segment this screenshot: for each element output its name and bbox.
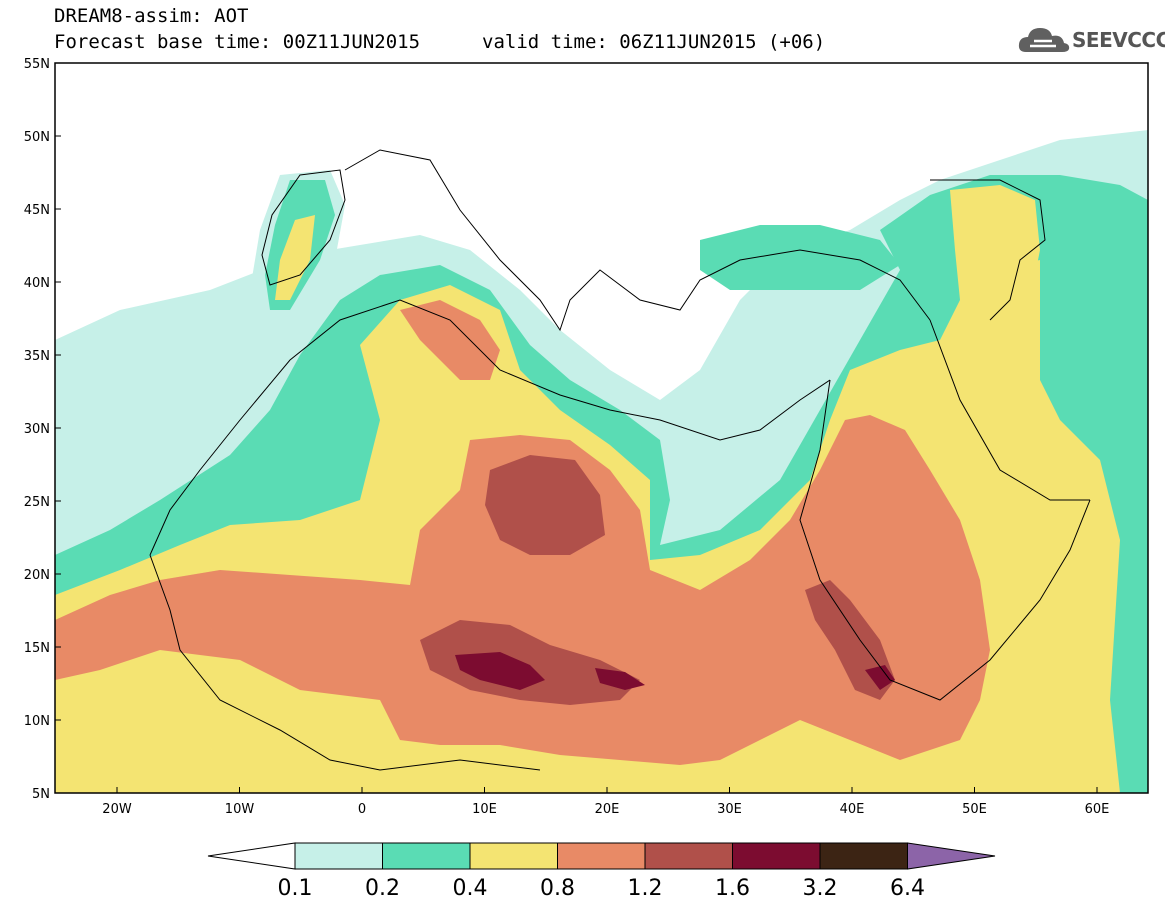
colorbar-box-0-8: [557, 842, 646, 870]
colorbar-label-0-4: 0.4: [453, 876, 488, 901]
colorbar-high-arrow: [907, 842, 996, 870]
logo-text: SEEVCCC: [1072, 28, 1165, 52]
colorbar-box-0-1: [294, 842, 383, 870]
lat-label-5n: 5N: [32, 787, 50, 802]
lat-label-40n: 40N: [24, 276, 50, 291]
lat-label-10n: 10N: [24, 714, 50, 729]
lat-label-25n: 25N: [24, 495, 50, 510]
colorbar-box-1-2: [644, 842, 733, 870]
seevccc-logo: SEEVCCC: [1016, 22, 1165, 58]
aot-level-1-6-chad: [455, 652, 545, 690]
lon-label-10e: 10E: [472, 802, 497, 817]
colorbar-label-1-6: 1.6: [715, 876, 750, 901]
cloud-icon: [1018, 28, 1070, 52]
lon-label-60e: 60E: [1085, 802, 1110, 817]
colorbar-box-1-6: [732, 842, 821, 870]
lon-label-30e: 30E: [717, 802, 742, 817]
lon-label-0: 0: [358, 802, 366, 817]
lon-label-40e: 40E: [840, 802, 865, 817]
lat-label-15n: 15N: [24, 641, 50, 656]
aot-level-0-8: [55, 415, 990, 765]
lon-label-10w: 10W: [225, 802, 255, 817]
aot-level-1-2-libya: [485, 455, 605, 555]
colorbar-label-0-1: 0.1: [278, 876, 313, 901]
lon-label-50e: 50E: [962, 802, 987, 817]
coastlines: [149, 149, 1091, 771]
colorbar-box-0-2: [382, 842, 471, 870]
lat-label-55n: 55N: [24, 57, 50, 72]
colorbar-box-0-4: [469, 842, 558, 870]
aot-level-0-4-iberia: [275, 215, 315, 300]
latitude-labels: 55N 50N 45N 40N 35N 30N 25N 20N 15N 10N 5N: [24, 57, 61, 802]
colorbar-label-0-2: 0.2: [365, 876, 400, 901]
colorbar-box-3-2: [819, 842, 908, 870]
map-title: DREAM8-assim: AOT: [54, 5, 249, 27]
lat-label-45n: 45N: [24, 203, 50, 218]
colorbar-low-arrow: [207, 842, 296, 870]
lat-label-50n: 50N: [24, 130, 50, 145]
colorbar-label-3-2: 3.2: [803, 876, 838, 901]
lat-label-30n: 30N: [24, 422, 50, 437]
valid-time: valid time: 06Z11JUN2015 (+06): [482, 31, 826, 53]
colorbar-label-1-2: 1.2: [628, 876, 663, 901]
lat-label-20n: 20N: [24, 568, 50, 583]
aot-level-1-6-yemen: [865, 665, 895, 690]
colorbar-label-6-4: 6.4: [890, 876, 925, 901]
aot-level-0-2-turkey: [700, 225, 900, 290]
lat-label-35n: 35N: [24, 349, 50, 364]
longitude-labels: 20W 10W 0 10E 20E 30E 40E 50E 60E: [102, 787, 1109, 817]
aot-level-0-8-tunisia: [400, 300, 500, 380]
colorbar-label-0-8: 0.8: [540, 876, 575, 901]
aot-level-0-4-caspian: [950, 185, 1040, 320]
forecast-base-time: Forecast base time: 00Z11JUN2015: [54, 31, 421, 53]
lon-label-20w: 20W: [102, 802, 132, 817]
lon-label-20e: 20E: [595, 802, 620, 817]
aot-level-1-2-chad: [420, 620, 640, 705]
aot-level-1-6-sudan: [595, 668, 645, 690]
